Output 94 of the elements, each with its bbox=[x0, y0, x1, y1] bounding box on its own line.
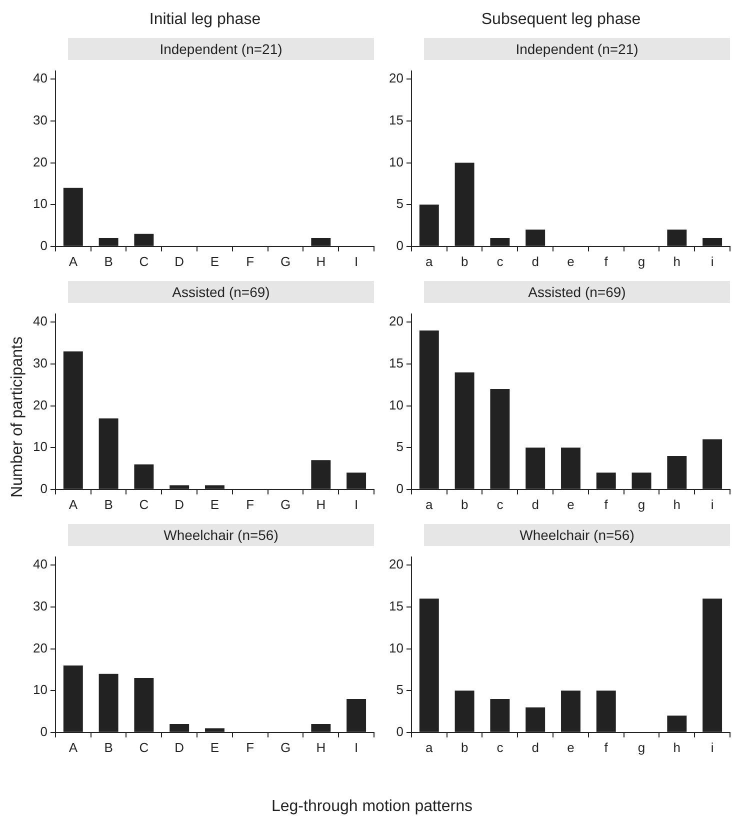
y-tick-label: 20 bbox=[388, 314, 404, 329]
chart-subtitle: Assisted (n=69) bbox=[424, 281, 730, 303]
x-tick-label: B bbox=[104, 740, 113, 755]
x-tick-label: G bbox=[280, 740, 291, 755]
x-tick-label: c bbox=[496, 740, 504, 755]
y-tick-label: 0 bbox=[396, 724, 404, 739]
x-tick-label: E bbox=[210, 254, 220, 269]
x-tick-label: C bbox=[139, 740, 149, 755]
y-tick-label: 5 bbox=[396, 682, 404, 698]
x-tick-label: e bbox=[567, 496, 574, 512]
x-tick-label: C bbox=[139, 254, 149, 269]
x-tick-label: h bbox=[673, 740, 681, 755]
x-tick-label: F bbox=[246, 254, 254, 269]
y-tick-label: 15 bbox=[388, 356, 404, 371]
y-tick-label: 10 bbox=[32, 196, 48, 212]
x-tick-label: D bbox=[174, 740, 184, 755]
x-tick-label: d bbox=[532, 254, 539, 269]
y-tick-label: 0 bbox=[40, 238, 48, 253]
x-tick-label: F bbox=[246, 740, 254, 755]
chart-subtitle: Assisted (n=69) bbox=[68, 281, 374, 303]
x-tick-label: B bbox=[104, 254, 113, 269]
chart-subtitle: Independent (n=21) bbox=[424, 38, 730, 60]
x-tick-label: e bbox=[567, 254, 574, 269]
x-tick-label: I bbox=[354, 254, 358, 269]
x-tick-label: G bbox=[280, 496, 291, 512]
y-tick-label: 5 bbox=[396, 439, 404, 454]
y-tick-label: 30 bbox=[32, 356, 48, 371]
x-tick-label: a bbox=[426, 740, 434, 755]
x-tick-label: f bbox=[604, 254, 608, 269]
y-tick-label: 20 bbox=[388, 556, 404, 572]
y-axis-title: Number of participants bbox=[9, 336, 27, 500]
chart-title: Initial leg phase bbox=[148, 10, 262, 30]
y-tick-label: 20 bbox=[32, 397, 48, 412]
y-tick-label: 0 bbox=[396, 480, 404, 496]
x-tick-label: f bbox=[604, 496, 608, 512]
y-tick-label: 40 bbox=[32, 70, 48, 86]
x-tick-label: A bbox=[68, 254, 78, 269]
x-tick-label: a bbox=[426, 254, 434, 269]
y-tick-label: 0 bbox=[40, 724, 48, 739]
x-tick-label: e bbox=[567, 740, 574, 755]
x-tick-label: I bbox=[354, 740, 358, 755]
x-tick-label: g bbox=[638, 496, 646, 512]
y-tick-label: 0 bbox=[40, 480, 48, 496]
x-tick-label: h bbox=[673, 254, 681, 269]
y-tick-label: 30 bbox=[32, 112, 48, 128]
x-tick-label: H bbox=[316, 496, 326, 512]
y-tick-label: 40 bbox=[32, 314, 48, 329]
y-tick-label: 10 bbox=[32, 439, 48, 454]
y-tick-label: 0 bbox=[396, 238, 404, 253]
y-tick-label: 40 bbox=[32, 556, 48, 572]
chart-subtitle: Wheelchair (n=56) bbox=[68, 524, 374, 546]
y-tick-label: 20 bbox=[32, 154, 48, 170]
x-tick-label: b bbox=[460, 496, 468, 512]
y-tick-label: 5 bbox=[396, 196, 404, 212]
x-tick-label: i bbox=[710, 740, 714, 755]
y-tick-label: 10 bbox=[388, 640, 404, 656]
x-tick-label: i bbox=[710, 254, 714, 269]
x-tick-label: B bbox=[104, 496, 113, 512]
x-tick-label: i bbox=[710, 496, 714, 512]
x-tick-label: c bbox=[496, 496, 504, 512]
x-tick-label: c bbox=[496, 254, 504, 269]
y-tick-label: 10 bbox=[388, 154, 404, 170]
x-tick-label: E bbox=[210, 496, 220, 512]
x-tick-label: A bbox=[68, 496, 78, 512]
x-tick-label: g bbox=[638, 254, 646, 269]
x-tick-label: h bbox=[673, 496, 681, 512]
x-tick-label: a bbox=[426, 496, 434, 512]
x-tick-label: F bbox=[246, 496, 254, 512]
x-tick-label: G bbox=[280, 254, 291, 269]
y-tick-label: 30 bbox=[32, 598, 48, 614]
y-tick-label: 10 bbox=[32, 682, 48, 698]
y-tick-label: 15 bbox=[388, 598, 404, 614]
y-tick-label: 20 bbox=[32, 640, 48, 656]
y-tick-label: 10 bbox=[388, 397, 404, 412]
x-tick-label: D bbox=[174, 496, 184, 512]
x-tick-label: H bbox=[316, 254, 326, 269]
x-tick-label: H bbox=[316, 740, 326, 755]
x-tick-label: D bbox=[174, 254, 184, 269]
x-tick-label: d bbox=[532, 496, 539, 512]
y-tick-label: 15 bbox=[388, 112, 404, 128]
x-tick-label: A bbox=[68, 740, 78, 755]
x-axis-title: Leg-through motion patterns bbox=[270, 798, 474, 816]
x-tick-label: b bbox=[460, 740, 468, 755]
x-tick-label: g bbox=[638, 740, 646, 755]
x-tick-label: E bbox=[210, 740, 220, 755]
chart-title: Subsequent leg phase bbox=[480, 10, 642, 30]
x-tick-label: b bbox=[460, 254, 468, 269]
y-tick-label: 20 bbox=[388, 70, 404, 86]
chart-subtitle: Wheelchair (n=56) bbox=[424, 524, 730, 546]
chart-subtitle: Independent (n=21) bbox=[68, 38, 374, 60]
x-tick-label: d bbox=[532, 740, 539, 755]
x-tick-label: I bbox=[354, 496, 358, 512]
x-tick-label: C bbox=[139, 496, 149, 512]
x-tick-label: f bbox=[604, 740, 608, 755]
